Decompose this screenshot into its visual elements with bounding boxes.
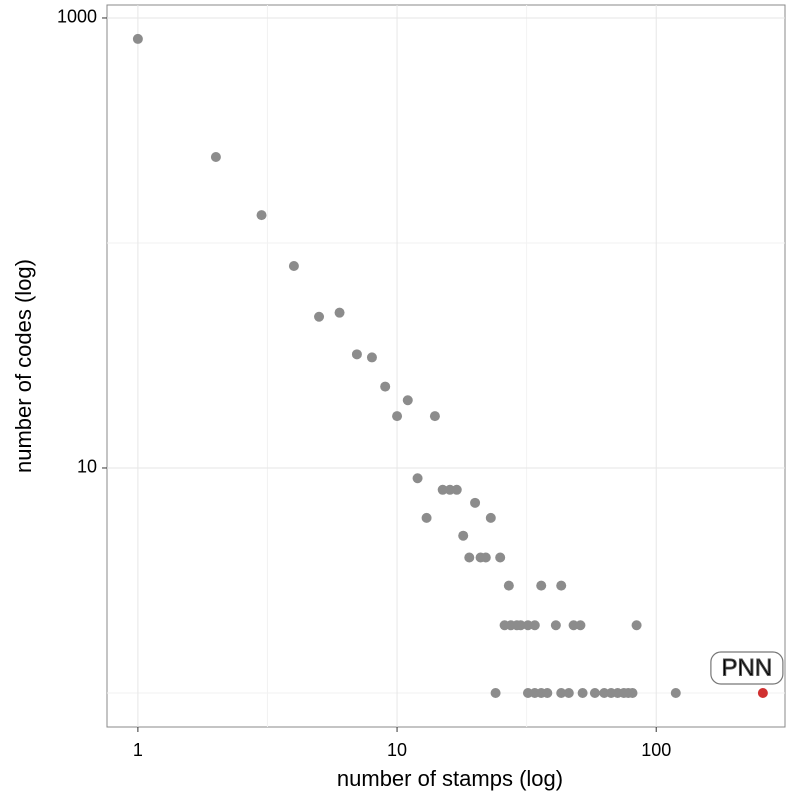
point [402,395,413,406]
point [529,620,540,631]
point [563,687,574,698]
point [351,349,362,360]
point [631,620,642,631]
point [380,381,391,392]
plot-panel [106,4,786,728]
point [556,580,567,591]
point [392,411,403,422]
point [412,473,423,484]
x-tick-label: 100 [641,740,671,760]
point [495,552,506,563]
point [132,33,143,44]
point [503,580,514,591]
point [556,687,567,698]
point [589,687,600,698]
point [470,497,481,508]
point [451,484,462,495]
point [464,552,475,563]
point [366,352,377,363]
point [437,484,448,495]
point [256,210,267,221]
point [515,620,526,631]
y-tick-label: 10 [77,457,97,477]
point [599,687,610,698]
point [480,552,491,563]
point [536,580,547,591]
point [314,311,325,322]
x-tick-label: 1 [133,740,143,760]
point [288,261,299,272]
point [542,687,553,698]
point [670,687,681,698]
point [577,687,588,698]
point [485,512,496,523]
point [490,687,501,698]
annotation: PNN [722,654,773,681]
point [550,620,561,631]
point [458,530,469,541]
y-axis-label: number of codes (log) [11,259,36,473]
point [210,152,221,163]
point [334,307,345,318]
point [429,411,440,422]
point [757,687,768,698]
point [421,512,432,523]
x-axis-label: number of stamps (log) [337,766,563,791]
y-tick-label: 1000 [57,7,97,27]
annotation-frame [710,651,784,685]
point [627,687,638,698]
x-tick-label: 10 [387,740,407,760]
point [575,620,586,631]
